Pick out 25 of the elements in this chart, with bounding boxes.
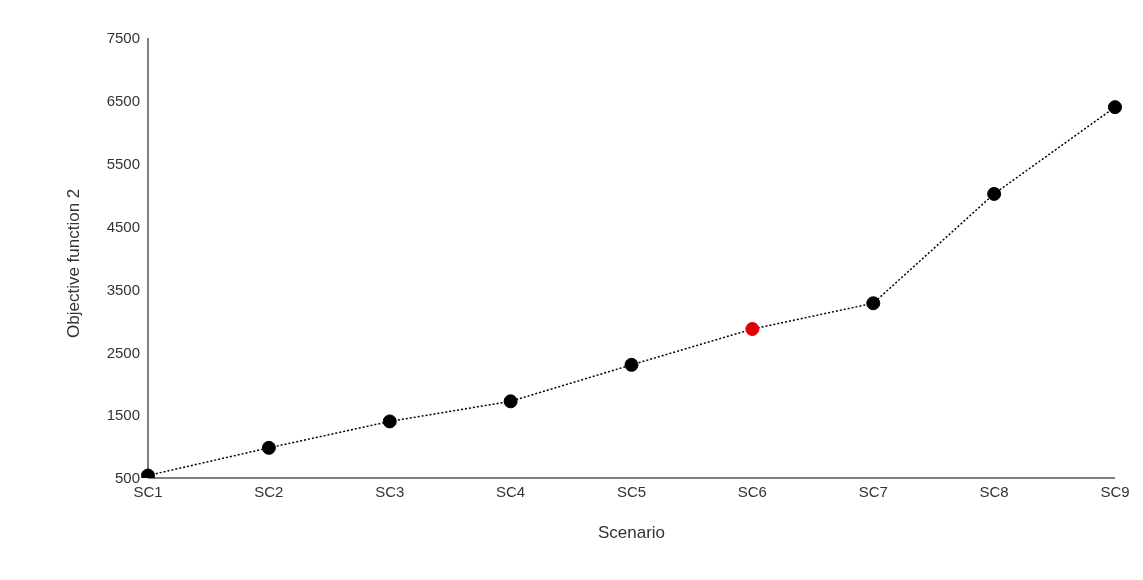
x-tick-label: SC4	[496, 482, 526, 500]
point	[382, 414, 397, 429]
x-tick-label: SC2	[254, 482, 284, 500]
point	[261, 440, 276, 455]
y-tick-label: 1500	[106, 406, 140, 424]
x-tick-label: SC6	[737, 482, 767, 500]
y-tick-label: 3500	[106, 280, 140, 298]
point	[624, 357, 639, 372]
x-tick-label: SC8	[979, 482, 1009, 500]
x-tick-label: SC5	[616, 482, 647, 500]
point	[503, 394, 518, 409]
y-tick-label: 5500	[106, 155, 140, 173]
point	[1108, 100, 1122, 115]
x-tick-label: SC7	[858, 482, 888, 500]
y-tick-label: 2500	[106, 343, 140, 361]
y-axis-title: Objective function 2	[64, 188, 84, 338]
x-tick-label: SC3	[375, 482, 405, 500]
point	[866, 296, 881, 311]
x-tick-label: SC9	[1100, 482, 1130, 500]
point	[987, 186, 1002, 201]
y-tick-label: 6500	[106, 92, 140, 110]
y-tick-label: 7500	[106, 29, 140, 47]
x-axis-title: Scenario	[597, 523, 666, 542]
point	[745, 322, 760, 337]
y-tick-label: 4500	[106, 217, 140, 235]
